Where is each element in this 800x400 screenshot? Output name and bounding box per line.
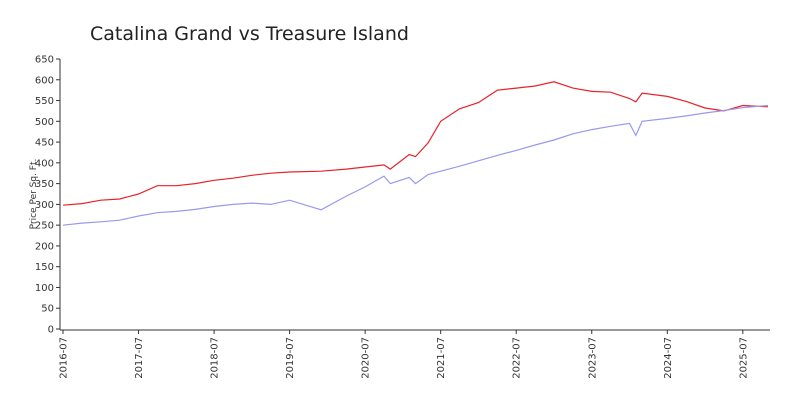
x-tick-label: 2019-07 [285, 337, 296, 379]
y-tick-label: 500 [35, 117, 54, 128]
y-tick-label: 100 [35, 283, 54, 294]
y-tick-label: 250 [35, 221, 54, 232]
y-tick-label: 650 [35, 55, 54, 66]
chart-title: Catalina Grand vs Treasure Island [90, 23, 409, 45]
x-tick-label: 2021-07 [436, 337, 447, 379]
x-tick-label: 2025-07 [738, 337, 749, 379]
x-tick-label: 2020-07 [361, 337, 372, 379]
y-tick-label: 550 [35, 96, 54, 107]
y-tick-label: 150 [35, 262, 54, 273]
y-tick-label: 0 [48, 325, 54, 336]
line-series [62, 104, 769, 226]
x-tick-label: 2016-07 [59, 337, 70, 379]
y-tick-label: 600 [35, 75, 54, 86]
x-tick-label: 2018-07 [210, 337, 221, 379]
y-tick-label: 450 [35, 138, 54, 149]
y-axis-label: Price Per Sq. Ft. [29, 159, 39, 230]
y-tick-label: 50 [41, 304, 54, 315]
line-series [62, 81, 769, 206]
x-tick-label: 2022-07 [512, 337, 523, 379]
x-tick-label: 2024-07 [663, 337, 674, 379]
y-tick-label: 200 [35, 241, 54, 252]
y-tick-label: 300 [35, 200, 54, 211]
x-tick-label: 2023-07 [587, 337, 598, 379]
y-tick-label: 400 [35, 158, 54, 169]
x-tick-label: 2017-07 [134, 337, 145, 379]
y-tick-label: 350 [35, 179, 54, 190]
